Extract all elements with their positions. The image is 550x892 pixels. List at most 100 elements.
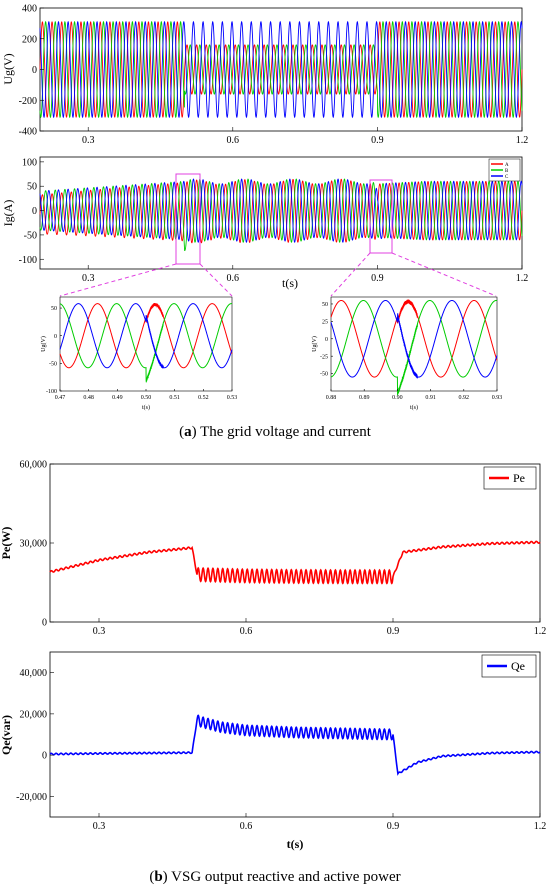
zoom-connector-1a — [59, 263, 177, 297]
y-tick-label: -100 — [19, 255, 37, 266]
zoom1-axes: 0.47 0.48 0.49 0.50 0.51 0.52 0.53 -100 -50 0 50 — [46, 306, 237, 401]
qe-series-line — [49, 714, 541, 776]
y-tick-label: 25 — [322, 319, 328, 325]
zoom2-plot-frame — [330, 296, 498, 392]
zoom-highlight-2 — [369, 179, 393, 254]
ig-axes: 0.3 0.6 0.9 1.2 -100 -50 0 50 100 — [19, 157, 529, 284]
zoom-connector-2b — [391, 252, 497, 297]
x-tick-label: 0.92 — [459, 395, 470, 401]
pe-series-line — [49, 540, 541, 585]
y-tick-label: -50 — [49, 361, 57, 367]
x-tick-label: 0.90 — [392, 395, 403, 401]
zoom-series — [330, 299, 498, 378]
x-tick-label: 0.3 — [93, 626, 106, 637]
ig-legend: A B C — [488, 158, 521, 182]
pe-chart: 0.3 0.6 0.9 1.2 0 30,000 60,000 Pe(W) Pe — [0, 460, 546, 638]
pe-plot-frame — [49, 463, 541, 623]
x-tick-label: 0.51 — [169, 395, 180, 401]
qe-plot-frame — [49, 651, 541, 818]
qe-legend: Qe — [481, 654, 537, 678]
y-tick-label: 20,000 — [20, 709, 48, 720]
ug-axes: 0.3 0.6 0.9 1.2 -400 -200 0 200 400 — [19, 4, 529, 147]
caption-b-bold: b — [154, 869, 162, 885]
ig-legend-label-a: A — [505, 163, 509, 168]
y-tick-label: 0 — [42, 618, 47, 629]
x-tick-label: 0.53 — [227, 395, 238, 401]
caption-b-text: VSG output reactive and active power — [168, 869, 401, 885]
x-tick-label: 0.3 — [93, 821, 106, 832]
zoom-series — [330, 299, 498, 379]
pe-y-label: Pe(W) — [0, 527, 13, 560]
x-tick-label: 0.52 — [198, 395, 209, 401]
zoom-connector-1b — [199, 263, 233, 297]
caption-a-bold: a — [184, 424, 192, 440]
qe-axes: 0.3 0.6 0.9 1.2 -20,000 0 20,000 40,000 — [16, 668, 546, 832]
x-tick-label: 1.2 — [534, 626, 547, 637]
y-tick-label: 100 — [22, 157, 37, 168]
zoom2-traces — [330, 299, 498, 396]
zoom1-traces — [59, 303, 233, 383]
y-tick-label: 50 — [51, 306, 57, 312]
y-tick-label: 50 — [322, 302, 328, 308]
x-tick-label: 1.2 — [516, 273, 529, 284]
x-tick-label: 0.50 — [141, 395, 152, 401]
caption-b: (b) VSG output reactive and active power — [149, 869, 400, 885]
pe-traces — [49, 540, 541, 585]
ig-series-A — [39, 178, 523, 244]
x-tick-label: 1.2 — [516, 135, 529, 146]
ug-chart: 0.3 0.6 0.9 1.2 -400 -200 0 200 400 Ug(V) — [1, 4, 528, 147]
zoom1-y-label: Ug(V) — [40, 336, 47, 352]
y-tick-label: 200 — [22, 34, 37, 45]
ig-x-label: t(s) — [282, 276, 298, 290]
caption-a-text: The grid voltage and current — [197, 424, 372, 440]
ig-series-C — [39, 178, 523, 243]
pe-legend-box — [483, 466, 537, 490]
ig-chart: 0.3 0.6 0.9 1.2 -100 -50 0 50 100 Ig(A) t(s) A B… — [1, 156, 529, 297]
y-tick-label: 0 — [54, 334, 57, 340]
x-tick-label: 0.93 — [492, 395, 503, 401]
ug-series-B — [39, 20, 523, 119]
qe-x-label: t(s) — [287, 837, 304, 851]
qe-chart: 0.3 0.6 0.9 1.2 -20,000 0 20,000 40,000 Qe(var)… — [0, 651, 546, 851]
qe-legend-box — [481, 654, 537, 678]
ug-traces — [39, 20, 523, 119]
x-tick-label: 0.89 — [359, 395, 370, 401]
qe-legend-label: Qe — [511, 659, 525, 673]
y-tick-label: -50 — [24, 230, 37, 241]
x-tick-label: 0.6 — [240, 626, 253, 637]
ig-series-B — [39, 178, 523, 251]
y-tick-label: 30,000 — [20, 539, 48, 550]
x-tick-label: 0.9 — [371, 273, 384, 284]
zoom2-x-label: t(s) — [410, 404, 418, 411]
zoom1-chart: 0.47 0.48 0.49 0.50 0.51 0.52 0.53 -100 -50 0 50 U… — [40, 296, 237, 411]
ug-series-C — [39, 20, 523, 119]
zoom2-chart: 0.88 0.89 0.90 0.91 0.92 0.93 -50 -25 0 25 50 Ug(V… — [311, 296, 502, 411]
ig-legend-label-b: B — [505, 169, 509, 174]
y-tick-label: 0 — [32, 206, 37, 217]
x-tick-label: 0.49 — [112, 395, 123, 401]
y-tick-label: -200 — [19, 96, 37, 107]
x-tick-label: 0.9 — [387, 821, 400, 832]
zoom-highlight-1 — [175, 173, 201, 265]
zoom-series — [330, 299, 498, 396]
zoom2-y-label: Ug(V) — [311, 336, 318, 352]
qe-traces — [49, 714, 541, 776]
y-tick-label: -20,000 — [16, 792, 47, 803]
y-tick-label: -100 — [46, 389, 57, 395]
zoom1-x-label: t(s) — [142, 404, 150, 411]
y-tick-label: -400 — [19, 127, 37, 138]
ig-traces — [39, 178, 523, 251]
zoom-series — [59, 303, 233, 369]
x-tick-label: 0.91 — [425, 395, 436, 401]
pe-legend: Pe — [483, 466, 537, 490]
x-tick-label: 0.9 — [371, 135, 384, 146]
y-tick-label: -50 — [320, 372, 328, 378]
zoom2-axes: 0.88 0.89 0.90 0.91 0.92 0.93 -50 -25 0 25 50 — [320, 302, 502, 401]
zoom-series — [59, 303, 233, 383]
y-tick-label: -25 — [320, 354, 328, 360]
y-tick-label: 0 — [32, 65, 37, 76]
ug-y-label: Ug(V) — [1, 53, 15, 84]
y-tick-label: 60,000 — [20, 460, 48, 471]
pe-legend-label: Pe — [513, 471, 525, 485]
